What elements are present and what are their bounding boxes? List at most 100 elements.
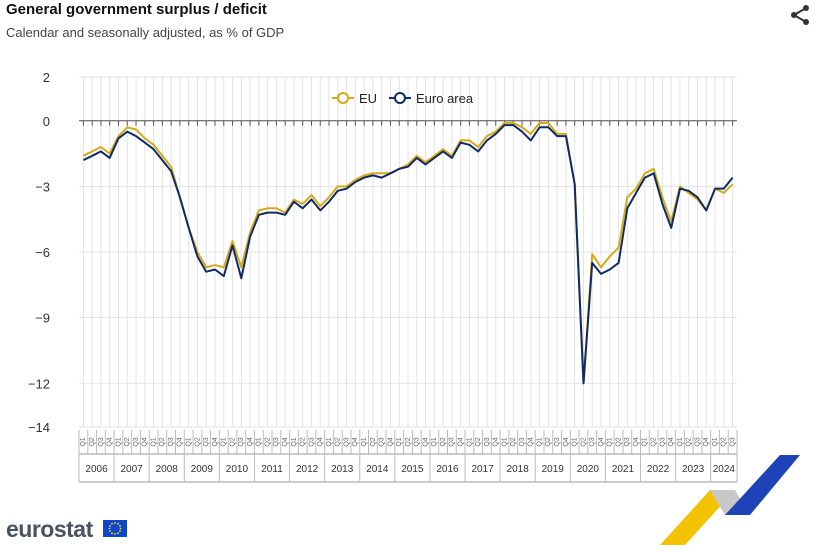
x-quarter-label: Q3 — [168, 437, 175, 446]
x-year-label: 2010 — [226, 464, 249, 475]
x-quarter-label: Q3 — [694, 437, 701, 446]
series-line-euro-area[interactable] — [82, 124, 734, 385]
x-quarter-label: Q4 — [422, 437, 429, 446]
x-quarter-label: Q4 — [387, 437, 394, 446]
x-quarter-label: Q2 — [159, 437, 166, 446]
x-quarter-label: Q1 — [361, 437, 368, 446]
x-quarter-label: Q2 — [650, 437, 657, 446]
x-year-label: 2013 — [331, 464, 354, 475]
x-quarter-label: Q2 — [440, 437, 447, 446]
x-quarter-label: Q2 — [615, 437, 622, 446]
x-year-label: 2009 — [191, 464, 214, 475]
x-year-label: 2022 — [647, 464, 670, 475]
x-quarter-label: Q1 — [501, 437, 508, 446]
x-quarter-label: Q2 — [124, 437, 131, 446]
x-quarter-label: Q1 — [642, 437, 649, 446]
x-year-label: 2014 — [366, 464, 389, 475]
x-quarter-label: Q1 — [150, 437, 157, 446]
x-quarter-label: Q2 — [545, 437, 552, 446]
x-quarter-label: Q2 — [580, 437, 587, 446]
x-quarter-label: Q3 — [624, 437, 631, 446]
x-quarter-label: Q4 — [703, 437, 710, 446]
x-quarter-label: Q2 — [264, 437, 271, 446]
x-quarter-label: Q4 — [457, 437, 464, 446]
x-quarter-label: Q2 — [686, 437, 693, 446]
x-quarter-label: Q4 — [177, 437, 184, 446]
series-lines — [82, 121, 734, 385]
chart-title: General government surplus / deficit — [6, 1, 267, 18]
x-quarter-label: Q3 — [98, 437, 105, 446]
x-quarter-label: Q2 — [370, 437, 377, 446]
y-tick-label: −12 — [28, 376, 50, 391]
y-tick-label: 2 — [43, 70, 50, 85]
x-quarter-label: Q1 — [677, 437, 684, 446]
share-button[interactable] — [788, 4, 812, 26]
x-quarter-label: Q1 — [712, 437, 719, 446]
x-quarter-label: Q3 — [554, 437, 561, 446]
x-quarter-label: Q2 — [335, 437, 342, 446]
x-year-label: 2012 — [296, 464, 319, 475]
y-tick-label: −6 — [35, 245, 50, 260]
x-quarter-label: Q3 — [449, 437, 456, 446]
legend-circle-marker — [337, 92, 349, 104]
x-quarter-label: Q3 — [379, 437, 386, 446]
deficit-line-chart: 20−3−6−9−12−14 Q1 Q2 Q3 Q4 Q1 Q2 Q3 Q4 Q1 Q2 Q3 Q4 Q… — [28, 70, 738, 483]
chart-legend: EU Euro area — [332, 91, 474, 106]
x-quarter-label: Q2 — [721, 437, 728, 446]
x-quarter-label: Q1 — [431, 437, 438, 446]
x-year-label: 2021 — [612, 464, 635, 475]
x-quarter-label: Q3 — [519, 437, 526, 446]
x-quarter-label: Q3 — [238, 437, 245, 446]
x-year-label: 2016 — [436, 464, 459, 475]
x-quarter-label: Q2 — [405, 437, 412, 446]
x-quarter-label: Q2 — [229, 437, 236, 446]
x-year-label: 2023 — [682, 464, 705, 475]
x-quarter-label: Q2 — [300, 437, 307, 446]
chart-grid — [79, 76, 737, 428]
x-year-label: 2008 — [156, 464, 179, 475]
x-quarter-label: Q1 — [186, 437, 193, 446]
legend-item-eu[interactable]: EU — [332, 91, 377, 106]
x-year-label: 2019 — [542, 464, 565, 475]
x-quarter-label: Q2 — [510, 437, 517, 446]
x-quarter-label: Q3 — [308, 437, 315, 446]
x-quarter-label: Q3 — [273, 437, 280, 446]
x-quarter-label: Q4 — [212, 437, 219, 446]
x-quarter-label: Q4 — [282, 437, 289, 446]
x-quarter-label: Q4 — [528, 437, 535, 446]
eu-flag-icon — [103, 520, 127, 537]
x-quarter-label: Q4 — [142, 437, 149, 446]
x-quarter-label: Q4 — [247, 437, 254, 446]
x-quarter-label: Q4 — [352, 437, 359, 446]
x-quarter-label: Q4 — [317, 437, 324, 446]
x-quarter-label: Q3 — [729, 437, 736, 446]
x-quarter-label: Q1 — [115, 437, 122, 446]
x-quarter-label: Q1 — [607, 437, 614, 446]
x-quarter-label: Q4 — [598, 437, 605, 446]
x-quarter-label: Q1 — [291, 437, 298, 446]
x-quarter-label: Q2 — [475, 437, 482, 446]
share-icon — [791, 5, 809, 25]
x-year-label: 2024 — [713, 464, 736, 475]
x-quarter-label: Q1 — [536, 437, 543, 446]
y-axis: 2 0 −3 −6 −9 −12 −14 — [28, 70, 50, 435]
x-quarter-label: Q3 — [203, 437, 210, 446]
x-quarter-label: Q1 — [466, 437, 473, 446]
x-year-label: 2020 — [577, 464, 600, 475]
x-year-label: 2015 — [401, 464, 424, 475]
x-year-label: 2006 — [85, 464, 108, 475]
x-quarter-label: Q1 — [80, 437, 87, 446]
x-quarter-label: Q3 — [484, 437, 491, 446]
x-quarter-label: Q4 — [668, 437, 675, 446]
x-quarter-label: Q4 — [563, 437, 570, 446]
x-quarter-label: Q2 — [89, 437, 96, 446]
y-tick-label: −3 — [35, 179, 50, 194]
x-quarter-label: Q1 — [396, 437, 403, 446]
legend-item-euro-area[interactable]: Euro area — [389, 91, 474, 106]
eurostat-logo: eurostat — [6, 516, 93, 542]
x-quarter-label: Q3 — [659, 437, 666, 446]
x-quarter-label: Q1 — [572, 437, 579, 446]
x-year-label: 2018 — [507, 464, 530, 475]
y-tick-label: 0 — [43, 114, 50, 129]
x-quarter-label: Q1 — [256, 437, 263, 446]
